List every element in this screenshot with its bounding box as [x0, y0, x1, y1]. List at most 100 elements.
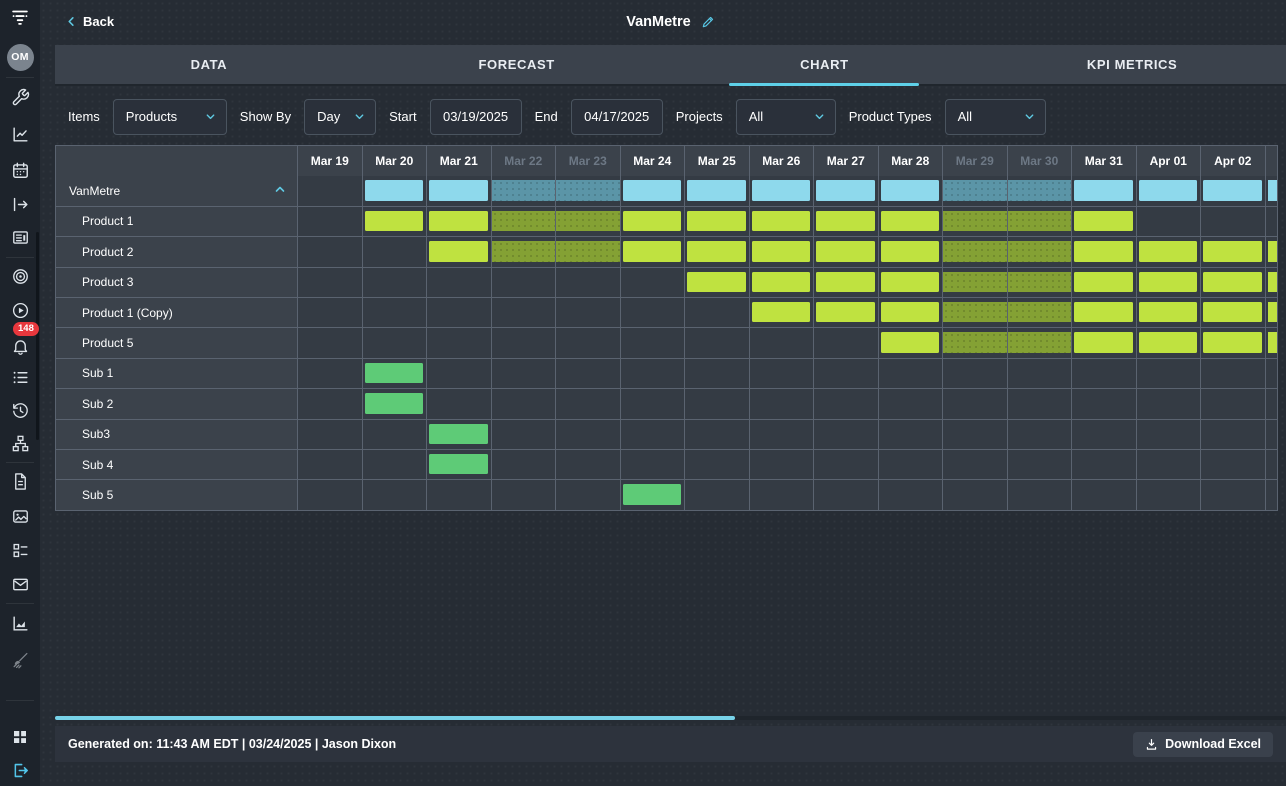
- gantt-bar-product-5[interactable]: [881, 332, 940, 352]
- gantt-bar-vanmetre[interactable]: [881, 180, 940, 200]
- gantt-bar-product-3[interactable]: [943, 272, 1007, 292]
- download-excel-button[interactable]: Download Excel: [1133, 732, 1273, 757]
- gantt-bar-vanmetre[interactable]: [1203, 180, 1262, 200]
- gantt-bar-product-1[interactable]: [943, 211, 1007, 231]
- edit-pencil-icon[interactable]: [701, 15, 715, 29]
- gantt-bar-sub3[interactable]: [429, 424, 488, 444]
- history-icon[interactable]: [0, 400, 40, 420]
- chevron-up-icon[interactable]: [274, 184, 286, 199]
- gantt-row-label[interactable]: VanMetre: [56, 176, 298, 206]
- product-types-select[interactable]: All: [945, 99, 1046, 135]
- gantt-bar-product-1[interactable]: [623, 211, 682, 231]
- gantt-bar-product-1[interactable]: [365, 211, 424, 231]
- image-icon[interactable]: [0, 506, 40, 526]
- gantt-bar-product-2[interactable]: [492, 241, 556, 261]
- gantt-bar-vanmetre[interactable]: [816, 180, 875, 200]
- gantt-bar-product-1-copy-[interactable]: [1139, 302, 1198, 322]
- gantt-bar-product-2[interactable]: [556, 241, 620, 261]
- gantt-bar-product-1-copy-[interactable]: [752, 302, 811, 322]
- gantt-bar-vanmetre[interactable]: [752, 180, 811, 200]
- logout-icon[interactable]: [0, 760, 40, 780]
- gantt-bar-product-1[interactable]: [687, 211, 746, 231]
- gantt-bar-product-5[interactable]: [943, 332, 1007, 352]
- gantt-bar-sub-5[interactable]: [623, 484, 682, 504]
- tab-kpi-metrics[interactable]: KPI METRICS: [978, 45, 1286, 84]
- gantt-bar-product-5[interactable]: [1139, 332, 1198, 352]
- gantt-bar-vanmetre[interactable]: [1008, 180, 1072, 200]
- gantt-bar-product-5[interactable]: [1268, 332, 1278, 352]
- gantt-bar-product-1-copy-[interactable]: [816, 302, 875, 322]
- gantt-bar-product-2[interactable]: [1268, 241, 1278, 261]
- items-select[interactable]: Products: [113, 99, 227, 135]
- gantt-bar-product-2[interactable]: [881, 241, 940, 261]
- target-icon[interactable]: [0, 266, 40, 286]
- gantt-bar-product-1-copy-[interactable]: [1008, 302, 1072, 322]
- area-chart-icon[interactable]: [0, 613, 40, 633]
- gantt-bar-vanmetre[interactable]: [1268, 180, 1278, 200]
- gantt-bar-product-3[interactable]: [752, 272, 811, 292]
- gantt-bar-product-2[interactable]: [687, 241, 746, 261]
- calendar-icon[interactable]: [0, 160, 40, 180]
- sidebar-scrollbar[interactable]: [36, 232, 39, 440]
- projects-select[interactable]: All: [736, 99, 836, 135]
- tasks-icon[interactable]: [0, 540, 40, 560]
- news-icon[interactable]: [0, 227, 40, 247]
- gantt-bar-product-1[interactable]: [429, 211, 488, 231]
- gantt-bar-product-3[interactable]: [1008, 272, 1072, 292]
- gantt-bar-product-2[interactable]: [429, 241, 488, 261]
- tab-data[interactable]: DATA: [55, 45, 363, 84]
- gantt-bar-vanmetre[interactable]: [556, 180, 620, 200]
- end-date-input[interactable]: 04/17/2025: [571, 99, 663, 135]
- gantt-bar-product-2[interactable]: [1008, 241, 1072, 261]
- gantt-bar-product-2[interactable]: [623, 241, 682, 261]
- gantt-bar-product-3[interactable]: [816, 272, 875, 292]
- mail-icon[interactable]: [0, 574, 40, 594]
- gantt-bar-product-5[interactable]: [1008, 332, 1072, 352]
- gantt-bar-vanmetre[interactable]: [492, 180, 556, 200]
- start-date-input[interactable]: 03/19/2025: [430, 99, 522, 135]
- tab-forecast[interactable]: FORECAST: [363, 45, 671, 84]
- gantt-bar-vanmetre[interactable]: [1139, 180, 1198, 200]
- gantt-bar-product-2[interactable]: [1203, 241, 1262, 261]
- horizontal-scrollbar-thumb[interactable]: [55, 716, 735, 720]
- file-icon[interactable]: [0, 471, 40, 491]
- gantt-bar-product-3[interactable]: [1268, 272, 1278, 292]
- chart-corner-icon[interactable]: [0, 124, 40, 144]
- gantt-bar-product-1[interactable]: [1074, 211, 1133, 231]
- gantt-bar-product-3[interactable]: [1203, 272, 1262, 292]
- gantt-bar-product-1[interactable]: [752, 211, 811, 231]
- gantt-bar-product-2[interactable]: [752, 241, 811, 261]
- gantt-bar-product-1[interactable]: [1008, 211, 1072, 231]
- sitemap-icon[interactable]: [0, 433, 40, 453]
- gantt-bar-product-3[interactable]: [881, 272, 940, 292]
- tab-chart[interactable]: CHART: [671, 45, 979, 84]
- gantt-bar-vanmetre[interactable]: [429, 180, 488, 200]
- gantt-bar-product-1-copy-[interactable]: [943, 302, 1007, 322]
- export-arrow-icon[interactable]: [0, 194, 40, 214]
- gantt-bar-product-1-copy-[interactable]: [881, 302, 940, 322]
- gantt-bar-product-1-copy-[interactable]: [1268, 302, 1278, 322]
- list-icon[interactable]: [0, 367, 40, 387]
- avatar[interactable]: OM: [0, 43, 40, 71]
- show-by-select[interactable]: Day: [304, 99, 376, 135]
- play-circle-icon[interactable]: [0, 300, 40, 320]
- gantt-bar-vanmetre[interactable]: [365, 180, 424, 200]
- gantt-bar-product-2[interactable]: [1074, 241, 1133, 261]
- gantt-bar-product-1-copy-[interactable]: [1074, 302, 1133, 322]
- app-logo-icon[interactable]: [0, 6, 40, 28]
- gantt-bar-product-3[interactable]: [1074, 272, 1133, 292]
- gantt-bar-product-1-copy-[interactable]: [1203, 302, 1262, 322]
- gantt-bar-product-2[interactable]: [1139, 241, 1198, 261]
- gantt-bar-product-3[interactable]: [1139, 272, 1198, 292]
- wrench-icon[interactable]: [0, 87, 40, 107]
- bell-icon[interactable]: [0, 336, 40, 356]
- gantt-bar-sub-2[interactable]: [365, 393, 424, 413]
- gantt-bar-product-5[interactable]: [1203, 332, 1262, 352]
- gantt-bar-product-2[interactable]: [943, 241, 1007, 261]
- gantt-bar-vanmetre[interactable]: [623, 180, 682, 200]
- gantt-bar-product-1[interactable]: [816, 211, 875, 231]
- gantt-bar-product-5[interactable]: [1074, 332, 1133, 352]
- gantt-bar-vanmetre[interactable]: [943, 180, 1007, 200]
- gantt-bar-product-2[interactable]: [816, 241, 875, 261]
- gantt-bar-product-1[interactable]: [881, 211, 940, 231]
